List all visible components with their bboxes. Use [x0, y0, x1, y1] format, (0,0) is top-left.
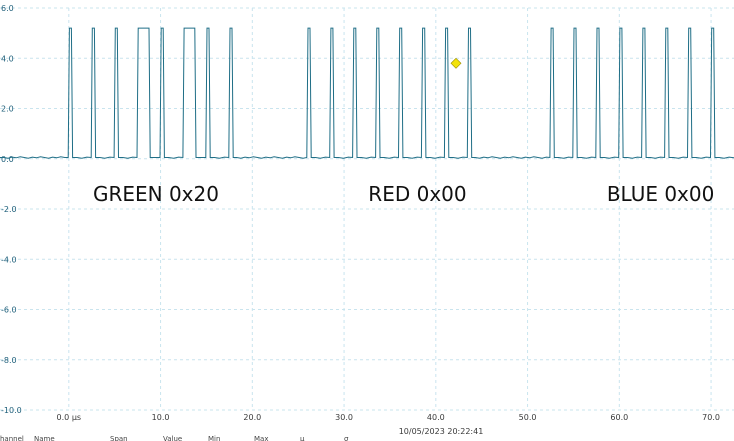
y-tick-label: 2.0: [1, 105, 14, 114]
y-tick-label: 6.0: [1, 4, 14, 13]
table-header-cell: Name: [34, 435, 55, 441]
y-tick-label: -4.0: [1, 255, 17, 264]
x-tick-label: 50.0: [519, 413, 537, 422]
table-header-cell: Value: [163, 435, 182, 441]
x-axis: 0.0 µs 10.0 20.0 30.0 40.0 50.0 60.0 70.0: [57, 413, 720, 422]
y-tick-label: 0.0: [1, 155, 14, 164]
annotation-label: GREEN 0x20: [93, 182, 219, 206]
y-tick-label: -6.0: [1, 306, 17, 315]
table-header-cell: Max: [254, 435, 268, 441]
x-tick-label: 10.0: [152, 413, 170, 422]
table-header-cell: hannel: [0, 435, 24, 441]
annotation-label: RED 0x00: [368, 182, 466, 206]
table-header-cell: Span: [110, 435, 128, 441]
x-tick-label: 0.0 µs: [57, 413, 82, 422]
grid-lines: [0, 8, 734, 410]
x-tick-label: 70.0: [702, 413, 720, 422]
timestamp-label: 10/05/2023 20:22:41: [399, 427, 484, 436]
x-tick-label: 20.0: [243, 413, 261, 422]
y-tick-label: -2.0: [1, 205, 17, 214]
x-tick-label: 30.0: [335, 413, 353, 422]
annotation-label: BLUE 0x00: [607, 182, 715, 206]
measurement-marker[interactable]: [451, 58, 461, 68]
y-tick-label: 4.0: [1, 54, 14, 63]
annotations: GREEN 0x20 RED 0x00 BLUE 0x00: [93, 182, 714, 206]
x-tick-label: 40.0: [427, 413, 445, 422]
measurement-table-header: hannel Name Span Value Min Max μ σ: [0, 435, 349, 441]
y-tick-label: -8.0: [1, 356, 17, 365]
table-header-cell: σ: [344, 435, 349, 441]
table-header-cell: μ: [300, 435, 305, 441]
y-tick-label: -10.0: [1, 406, 22, 415]
x-tick-label: 60.0: [610, 413, 628, 422]
signal-trace: [0, 28, 734, 158]
table-header-cell: Min: [208, 435, 220, 441]
